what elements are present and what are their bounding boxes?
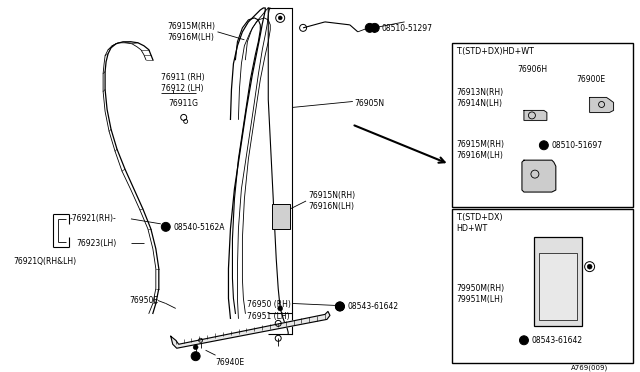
Text: 79950M(RH)
79951M(LH): 79950M(RH) 79951M(LH) [456, 283, 504, 304]
Text: -76921(RH)-: -76921(RH)- [69, 214, 116, 223]
Text: 76900E: 76900E [577, 75, 606, 84]
Text: 76905N: 76905N [355, 99, 385, 109]
Text: S: S [372, 25, 377, 31]
Text: S: S [194, 354, 198, 359]
Text: 76950E: 76950E [129, 296, 158, 305]
Text: S: S [338, 304, 342, 309]
Text: 76915N(RH)
76916N(LH): 76915N(RH) 76916N(LH) [308, 191, 355, 211]
Text: S: S [542, 143, 546, 148]
Polygon shape [522, 160, 556, 192]
Text: T.(STD+DX)HD+WT: T.(STD+DX)HD+WT [456, 47, 534, 56]
Text: 08540-5162A: 08540-5162A [173, 223, 225, 232]
Polygon shape [171, 311, 330, 348]
Circle shape [278, 16, 282, 20]
Text: 08543-61642: 08543-61642 [532, 336, 583, 345]
Circle shape [335, 302, 344, 311]
Text: S: S [522, 338, 526, 343]
Circle shape [365, 23, 374, 32]
Circle shape [193, 345, 198, 350]
Text: 76921Q(RH&LH): 76921Q(RH&LH) [13, 257, 77, 266]
Circle shape [161, 222, 170, 231]
Text: T.(STD+DX)
HD+WT: T.(STD+DX) HD+WT [456, 213, 503, 233]
Bar [272, 204, 290, 229]
Text: 08510-51297: 08510-51297 [381, 24, 433, 33]
Text: S: S [164, 224, 168, 230]
Text: 76915M(RH)
76916M(LH): 76915M(RH) 76916M(LH) [456, 140, 504, 160]
Text: 08543-61642: 08543-61642 [348, 302, 399, 311]
Text: 76940E: 76940E [216, 358, 244, 367]
Circle shape [335, 302, 344, 311]
Polygon shape [589, 97, 614, 112]
Text: 08510-51697: 08510-51697 [552, 141, 603, 150]
Text: 76911 (RH)
76912 (LH): 76911 (RH) 76912 (LH) [161, 73, 204, 93]
Text: A769(009): A769(009) [571, 364, 608, 371]
Polygon shape [524, 110, 547, 121]
Bar [452, 43, 634, 207]
Text: 76906H: 76906H [517, 65, 547, 74]
Bar [534, 237, 582, 326]
Text: S: S [368, 25, 372, 31]
Bar [452, 209, 634, 363]
Circle shape [278, 306, 283, 311]
Text: 76911G: 76911G [169, 99, 199, 109]
Circle shape [587, 264, 592, 269]
Text: 76923(LH): 76923(LH) [76, 239, 116, 248]
Circle shape [540, 141, 548, 150]
Circle shape [520, 336, 529, 345]
Circle shape [371, 23, 379, 32]
Text: S: S [338, 304, 342, 309]
Text: 76913N(RH)
76914N(LH): 76913N(RH) 76914N(LH) [456, 87, 504, 108]
Circle shape [191, 352, 200, 361]
Bar [539, 253, 577, 320]
Text: 76950 (RH)
76951 (LH): 76950 (RH) 76951 (LH) [248, 301, 291, 321]
Text: 76915M(RH)
76916M(LH): 76915M(RH) 76916M(LH) [168, 22, 216, 42]
